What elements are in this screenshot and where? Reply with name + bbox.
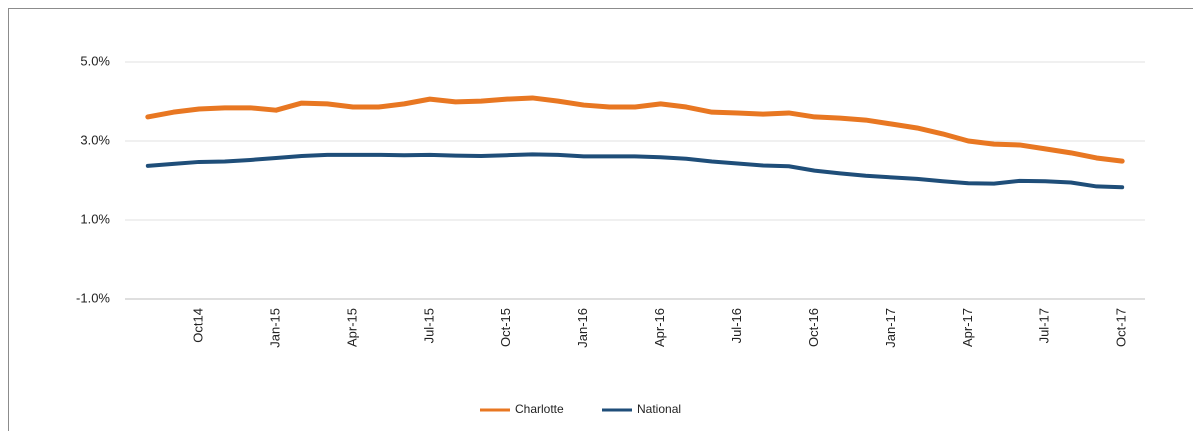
x-tick-label: Jan-17: [883, 308, 898, 348]
x-tick-label: Apr-16: [652, 308, 667, 347]
series-line: [145, 152, 1125, 190]
y-tick-label: 5.0%: [80, 53, 110, 68]
chart-frame: [8, 8, 1193, 431]
legend-label: Charlotte: [515, 402, 564, 416]
y-tick-label: 1.0%: [80, 211, 110, 226]
x-tick-label: Apr-17: [960, 308, 975, 347]
series-line: [145, 95, 1125, 164]
y-tick-label: 3.0%: [80, 132, 110, 147]
x-tick-label: Jan-16: [575, 308, 590, 348]
x-tick-label: Jul-16: [729, 308, 744, 343]
y-tick-label: -1.0%: [76, 290, 110, 305]
x-tick-label: Oct14: [191, 308, 206, 343]
x-tick-label: Jul-17: [1037, 308, 1052, 343]
legend: Charlotte National: [480, 402, 681, 416]
x-tick-label: Oct-17: [1114, 308, 1129, 347]
x-tick-label: Jul-15: [421, 308, 436, 343]
legend-label: National: [637, 402, 681, 416]
x-tick-label: Jan-15: [267, 308, 282, 348]
x-tick-label: Apr-15: [344, 308, 359, 347]
x-tick-label: Oct-16: [806, 308, 821, 347]
x-tick-label: Oct-15: [498, 308, 513, 347]
